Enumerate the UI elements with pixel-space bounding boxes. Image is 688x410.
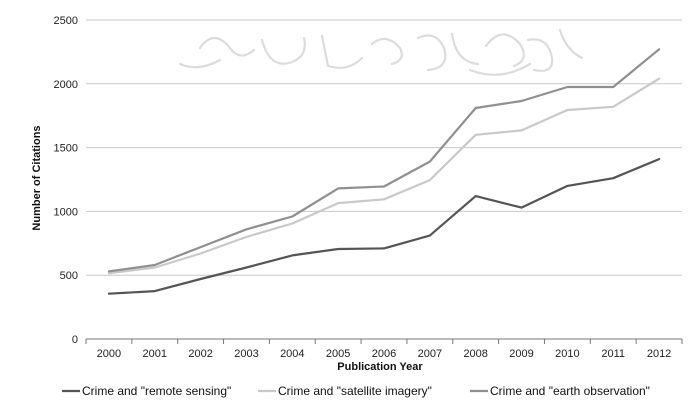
x-tick-label: 2004 [280,348,304,360]
x-tick-label: 2009 [509,348,533,360]
legend-item: Crime and "satellite imagery" [258,384,432,398]
watermark-logo [178,28,584,76]
legend-label: Crime and "satellite imagery" [278,384,432,398]
axes [85,338,683,344]
tick-labels: 0 500 1000 1500 2000 2500 2000 2001 2002 2003 2004… [54,15,672,360]
series-line-3 [107,48,661,273]
legend-item: Crime and "remote sensing" [62,384,231,398]
legend-label: Crime and "earth observation" [490,384,650,398]
y-tick-label: 1500 [54,143,78,155]
x-tick-label: 2007 [418,348,442,360]
x-tick-label: 2001 [143,348,167,360]
y-tick-label: 2500 [54,15,78,27]
series-lines [107,48,661,295]
legend-item: Crime and "earth observation" [470,384,650,398]
x-tick-label: 2006 [372,348,396,360]
y-tick-label: 2000 [54,79,78,91]
x-tick-label: 2008 [463,348,487,360]
y-tick-label: 0 [72,334,78,346]
series-line-2 [107,77,661,275]
legend-label: Crime and "remote sensing" [82,384,231,398]
series-line-1 [107,158,661,295]
y-tick-label: 1000 [54,206,78,218]
gridlines [86,19,682,276]
y-axis-title: Number of Citations [31,125,43,230]
legend: Crime and "remote sensing" Crime and "sat… [62,384,650,398]
x-tick-label: 2000 [97,348,121,360]
x-axis-title: Publication Year [337,361,423,373]
x-tick-label: 2002 [188,348,212,360]
x-tick-label: 2005 [326,348,350,360]
y-tick-label: 500 [60,270,78,282]
x-tick-label: 2012 [647,348,671,360]
x-tick-label: 2003 [234,348,258,360]
x-tick-label: 2011 [601,348,625,360]
x-tick-label: 2010 [555,348,579,360]
